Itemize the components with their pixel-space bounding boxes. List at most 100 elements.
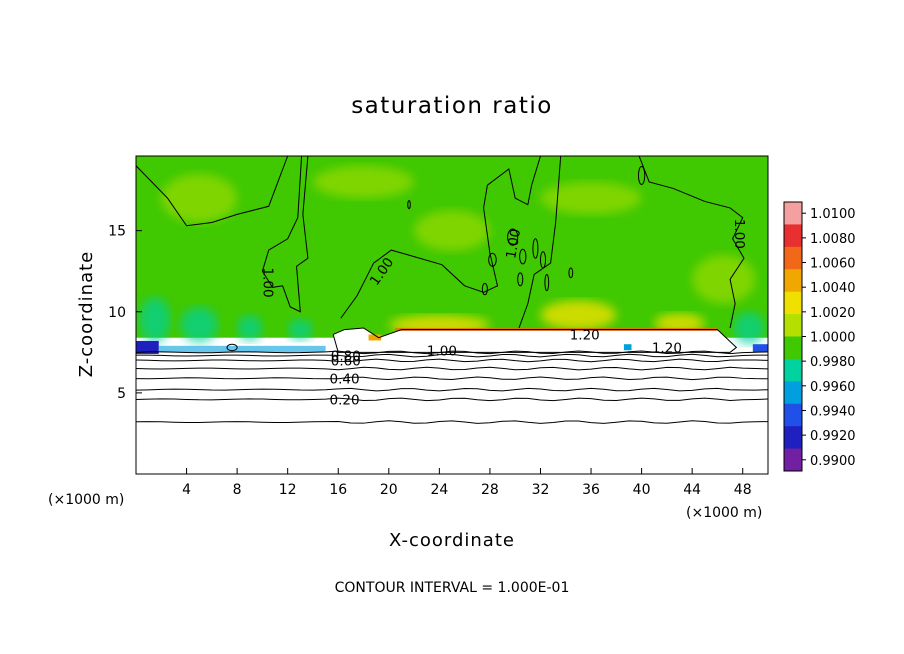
colorbar-label: 0.9960: [810, 380, 856, 395]
field-patch: [287, 319, 313, 341]
contour-label: 0.60: [331, 353, 361, 369]
contour-line: [136, 350, 768, 355]
x-tick-label: 44: [683, 482, 701, 498]
field-band: [623, 344, 632, 351]
field-patch: [540, 181, 642, 215]
contour-label: 1.00: [503, 228, 524, 260]
plot-frame: [135, 155, 769, 475]
contour-ellipse: [226, 343, 238, 352]
contour-line: [136, 376, 768, 381]
colorbar-bin: [784, 403, 802, 427]
field-patch: [692, 254, 756, 304]
x-tick-label: 8: [233, 482, 242, 498]
field-patch: [237, 315, 263, 341]
x-tick-label: 4: [182, 482, 191, 498]
colorbar-bin: [784, 448, 802, 472]
contour-line: [261, 156, 309, 313]
chart-title: saturation ratio: [351, 93, 553, 119]
field-patch: [312, 165, 415, 199]
contour-line: [136, 420, 768, 424]
contour-line: [136, 387, 768, 392]
contour-label: 1.00: [427, 344, 457, 360]
field-band: [333, 327, 737, 353]
contour-ellipse: [532, 238, 539, 259]
colorbar-label: 1.0000: [810, 331, 856, 346]
contour-ellipse: [544, 273, 550, 292]
contour-ellipse: [568, 267, 574, 279]
field-band: [136, 340, 159, 354]
field-band: [158, 345, 326, 353]
saturation-field: [136, 156, 768, 354]
colorbar-label: 1.0020: [810, 306, 856, 321]
colorbar-bin: [784, 224, 802, 248]
contour-ellipse: [519, 248, 527, 265]
contour-ellipse: [507, 228, 519, 246]
y-tick-label: 15: [108, 224, 126, 240]
contour-ellipse: [488, 252, 497, 267]
contour-label: 0.80: [331, 349, 361, 365]
contour-line: [638, 156, 745, 329]
colorbar-bin: [784, 426, 802, 450]
x-axis-label: X-coordinate: [389, 530, 515, 551]
x-axis: 4 8 12 16 20 24 28 32 36 40 44 48: [182, 468, 752, 498]
y-tick-label: 5: [117, 386, 126, 402]
field-patch: [180, 306, 219, 343]
contour-line: [136, 397, 768, 402]
contour-line: [136, 366, 768, 371]
colorbar-bin: [784, 246, 802, 270]
colorbar-label: 0.9920: [810, 429, 856, 444]
contour-ellipse: [481, 282, 488, 296]
contour-label: 1.00: [731, 219, 747, 249]
contour-value-labels: 0.20 0.40 0.600.80 1.00 1.20 1.20 1.00 1.00 1.00…: [260, 219, 747, 409]
colorbar-label: 1.0100: [810, 207, 856, 222]
contour-label: 1.00: [260, 268, 276, 298]
field-patch: [414, 210, 490, 251]
contour-label: 1.20: [570, 327, 600, 343]
x-tick-label: 40: [633, 482, 651, 498]
colorbar-bin: [784, 202, 802, 225]
field-patch: [733, 311, 765, 345]
x-tick-label: 12: [279, 482, 297, 498]
contour-line: [136, 353, 768, 358]
colorbar-label: 0.9940: [810, 404, 856, 419]
x-tick-label: 24: [430, 482, 448, 498]
x-tick-label: 20: [380, 482, 398, 498]
contour-interval-note: CONTOUR INTERVAL = 1.000E-01: [335, 580, 570, 596]
field-band: [368, 334, 382, 341]
contour-ellipse: [637, 166, 646, 185]
x-unit-left: (×1000 m): [48, 492, 124, 508]
contour-line: [332, 327, 738, 353]
colorbar-label: 1.0040: [810, 281, 856, 296]
colorbar-bin: [784, 291, 802, 315]
colorbar-label: 0.9900: [810, 454, 856, 469]
colorbar-label: 1.0060: [810, 257, 856, 272]
contour-line: [136, 156, 289, 227]
contour-line: [340, 156, 541, 319]
colorbar: 1.0100 1.0080 1.0060 1.0040 1.0020 1.0000 0.99…: [783, 201, 856, 472]
y-tick-label: 10: [108, 305, 126, 321]
contour-ellipse: [407, 200, 411, 210]
x-tick-label: 32: [532, 482, 550, 498]
colorbar-bin: [784, 381, 802, 405]
x-tick-label: 16: [329, 482, 347, 498]
contour-line: [518, 156, 562, 329]
contour-label: 0.40: [330, 371, 360, 387]
colorbar-bin: [784, 314, 802, 337]
colorbar-label: 1.0080: [810, 232, 856, 247]
colorbar-label: 0.9980: [810, 355, 856, 370]
x-tick-label: 28: [481, 482, 499, 498]
contour-lines: [136, 156, 768, 424]
field-patch: [139, 297, 171, 343]
contour-label: 0.20: [330, 392, 360, 408]
field-band: [752, 344, 768, 353]
plot-field: [136, 156, 768, 474]
y-axis: 5 10 15: [108, 224, 142, 402]
contour-label: 1.20: [652, 340, 682, 356]
field-patch: [161, 173, 238, 223]
x-tick-label: 36: [582, 482, 600, 498]
colorbar-bin: [784, 358, 802, 382]
contour-ellipse: [539, 251, 547, 269]
y-axis-label: Z-coordinate: [76, 251, 97, 378]
field-patch: [540, 300, 617, 330]
